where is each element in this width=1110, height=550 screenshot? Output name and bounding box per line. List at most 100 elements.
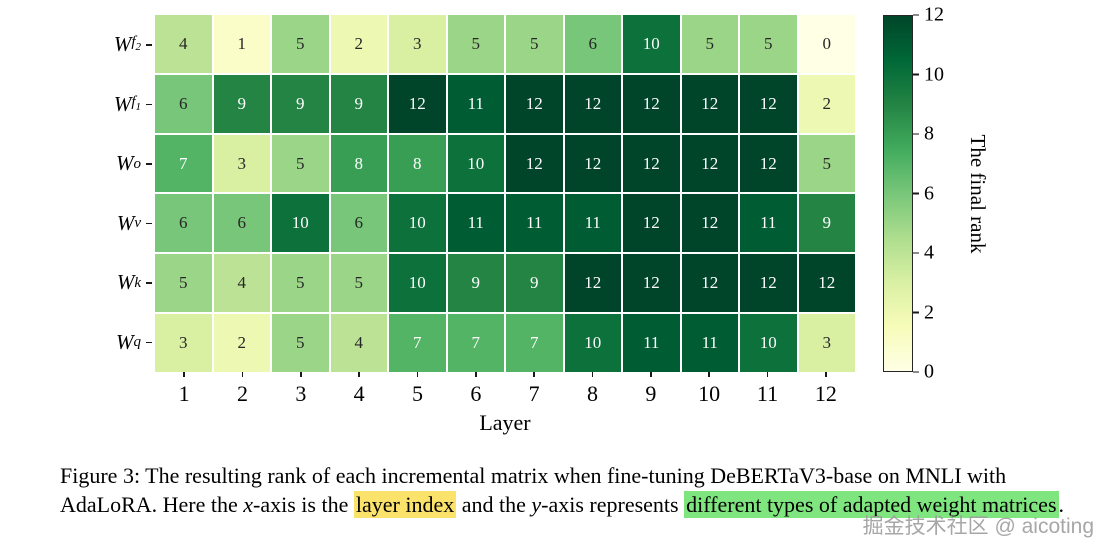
heatmap-cell: 5: [272, 134, 329, 193]
heatmap-cell: 3: [389, 15, 446, 73]
caption-segment: x: [243, 491, 254, 517]
heatmap-cell: 12: [506, 74, 563, 133]
x-tick-label: 2: [213, 372, 271, 407]
heatmap-cell: 11: [506, 194, 563, 253]
heatmap-cell: 11: [623, 314, 680, 372]
heatmap-grid: 4 1 5 2 3 5 5 6 10 5 5 0 6 9 9 9 12 11 12 12 12 12 12 2 7 3 5 8 8 10 1…: [155, 15, 855, 372]
heatmap-cell: 11: [740, 194, 797, 253]
heatmap-cell: 9: [506, 254, 563, 313]
heatmap-cell: 10: [272, 194, 329, 253]
heatmap-cell: 4: [330, 314, 387, 372]
heatmap-cell: 10: [389, 254, 446, 313]
heatmap-cell: 6: [564, 15, 621, 73]
heatmap-cell: 10: [389, 194, 446, 253]
heatmap-cell: 4: [213, 254, 270, 313]
heatmap-cell: 9: [447, 254, 504, 313]
heatmap-cell: 11: [447, 74, 504, 133]
colorbar-tick: 4: [913, 242, 934, 265]
figure-caption: Figure 3: The resulting rank of each inc…: [60, 462, 1100, 519]
x-tick-label: 4: [330, 372, 388, 407]
heatmap-cell: 3: [155, 314, 212, 372]
x-tick-label: 10: [680, 372, 738, 407]
watermark: 掘金技术社区 @ aicoting: [862, 515, 1094, 538]
heatmap-cell: 10: [564, 314, 621, 372]
colorbar-tick: 6: [913, 182, 934, 205]
heatmap-cell: 12: [681, 74, 738, 133]
heatmap-cell: 12: [623, 254, 680, 313]
heatmap-cell: 12: [740, 74, 797, 133]
heatmap-cell: 5: [155, 254, 212, 313]
x-axis-tick-labels: 1 2 3 4 5 6 7 8 9 10 11 12: [155, 372, 855, 407]
heatmap-cell: 12: [506, 134, 563, 193]
heatmap-cell: 12: [623, 134, 680, 193]
heatmap-cell: 5: [272, 15, 329, 73]
heatmap-cell: 7: [447, 314, 504, 372]
heatmap-cell: 5: [330, 254, 387, 313]
x-tick-label: 8: [563, 372, 621, 407]
x-axis-title: Layer: [479, 410, 531, 435]
heatmap-cell: 6: [155, 74, 212, 133]
heatmap-cell: 12: [623, 194, 680, 253]
colorbar: 0 2 4 6 8 10 12 The final rank: [883, 4, 1003, 383]
heatmap-cell: 3: [213, 134, 270, 193]
heatmap-cell: 12: [564, 74, 621, 133]
heatmap-cell: 7: [506, 314, 563, 372]
heatmap-cell: 3: [798, 314, 855, 372]
heatmap-cell: 5: [272, 314, 329, 372]
heatmap-cell: 12: [623, 74, 680, 133]
x-tick-label: 1: [155, 372, 213, 407]
heatmap-cell: 8: [330, 134, 387, 193]
heatmap-cell: 10: [447, 134, 504, 193]
heatmap-cell: 5: [681, 15, 738, 73]
caption-segment: and the: [456, 491, 532, 517]
heatmap-cell: 10: [740, 314, 797, 372]
heatmap-cell: 11: [681, 314, 738, 372]
x-tick-label: 11: [738, 372, 796, 407]
heatmap-cell: 12: [740, 254, 797, 313]
colorbar-tick: 8: [913, 123, 934, 146]
heatmap-cell: 12: [798, 254, 855, 313]
heatmap-cell: 6: [213, 194, 270, 253]
x-tick-label: 9: [622, 372, 680, 407]
heatmap-cell: 5: [506, 15, 563, 73]
colorbar-tick: 10: [913, 63, 944, 86]
caption-segment: layer index: [353, 490, 457, 518]
heatmap-cell: 6: [330, 194, 387, 253]
x-tick-label: 3: [272, 372, 330, 407]
heatmap-cell: 7: [389, 314, 446, 372]
colorbar-tick: 0: [913, 361, 934, 384]
heatmap-cell: 2: [213, 314, 270, 372]
heatmap-cell: 11: [564, 194, 621, 253]
heatmap-cell: 12: [740, 134, 797, 193]
heatmap-cell: 10: [623, 15, 680, 73]
colorbar-gradient: [883, 15, 913, 372]
heatmap-cell: 12: [389, 74, 446, 133]
caption-segment: y: [531, 491, 542, 517]
heatmap-cell: 9: [213, 74, 270, 133]
caption-segment: -axis is the: [253, 491, 354, 517]
heatmap-cell: 12: [681, 254, 738, 313]
colorbar-tick: 2: [913, 301, 934, 324]
x-tick-label: 12: [797, 372, 855, 407]
heatmap-cell: 12: [564, 254, 621, 313]
caption-segment: different types of adapted weight matric…: [684, 490, 1059, 518]
x-tick-label: 7: [505, 372, 563, 407]
heatmap-cell: 11: [447, 194, 504, 253]
heatmap-cell: 5: [447, 15, 504, 73]
heatmap-cell: 5: [272, 254, 329, 313]
caption-segment: Figure 3: The resulting rank of each inc…: [60, 463, 1007, 517]
x-tick-label: 5: [388, 372, 446, 407]
heatmap-cell: 9: [272, 74, 329, 133]
heatmap-cell: 6: [155, 194, 212, 253]
heatmap-cell: 5: [740, 15, 797, 73]
heatmap-cell: 5: [798, 134, 855, 193]
caption-segment: -axis represents: [541, 491, 685, 517]
heatmap-cell: 9: [798, 194, 855, 253]
